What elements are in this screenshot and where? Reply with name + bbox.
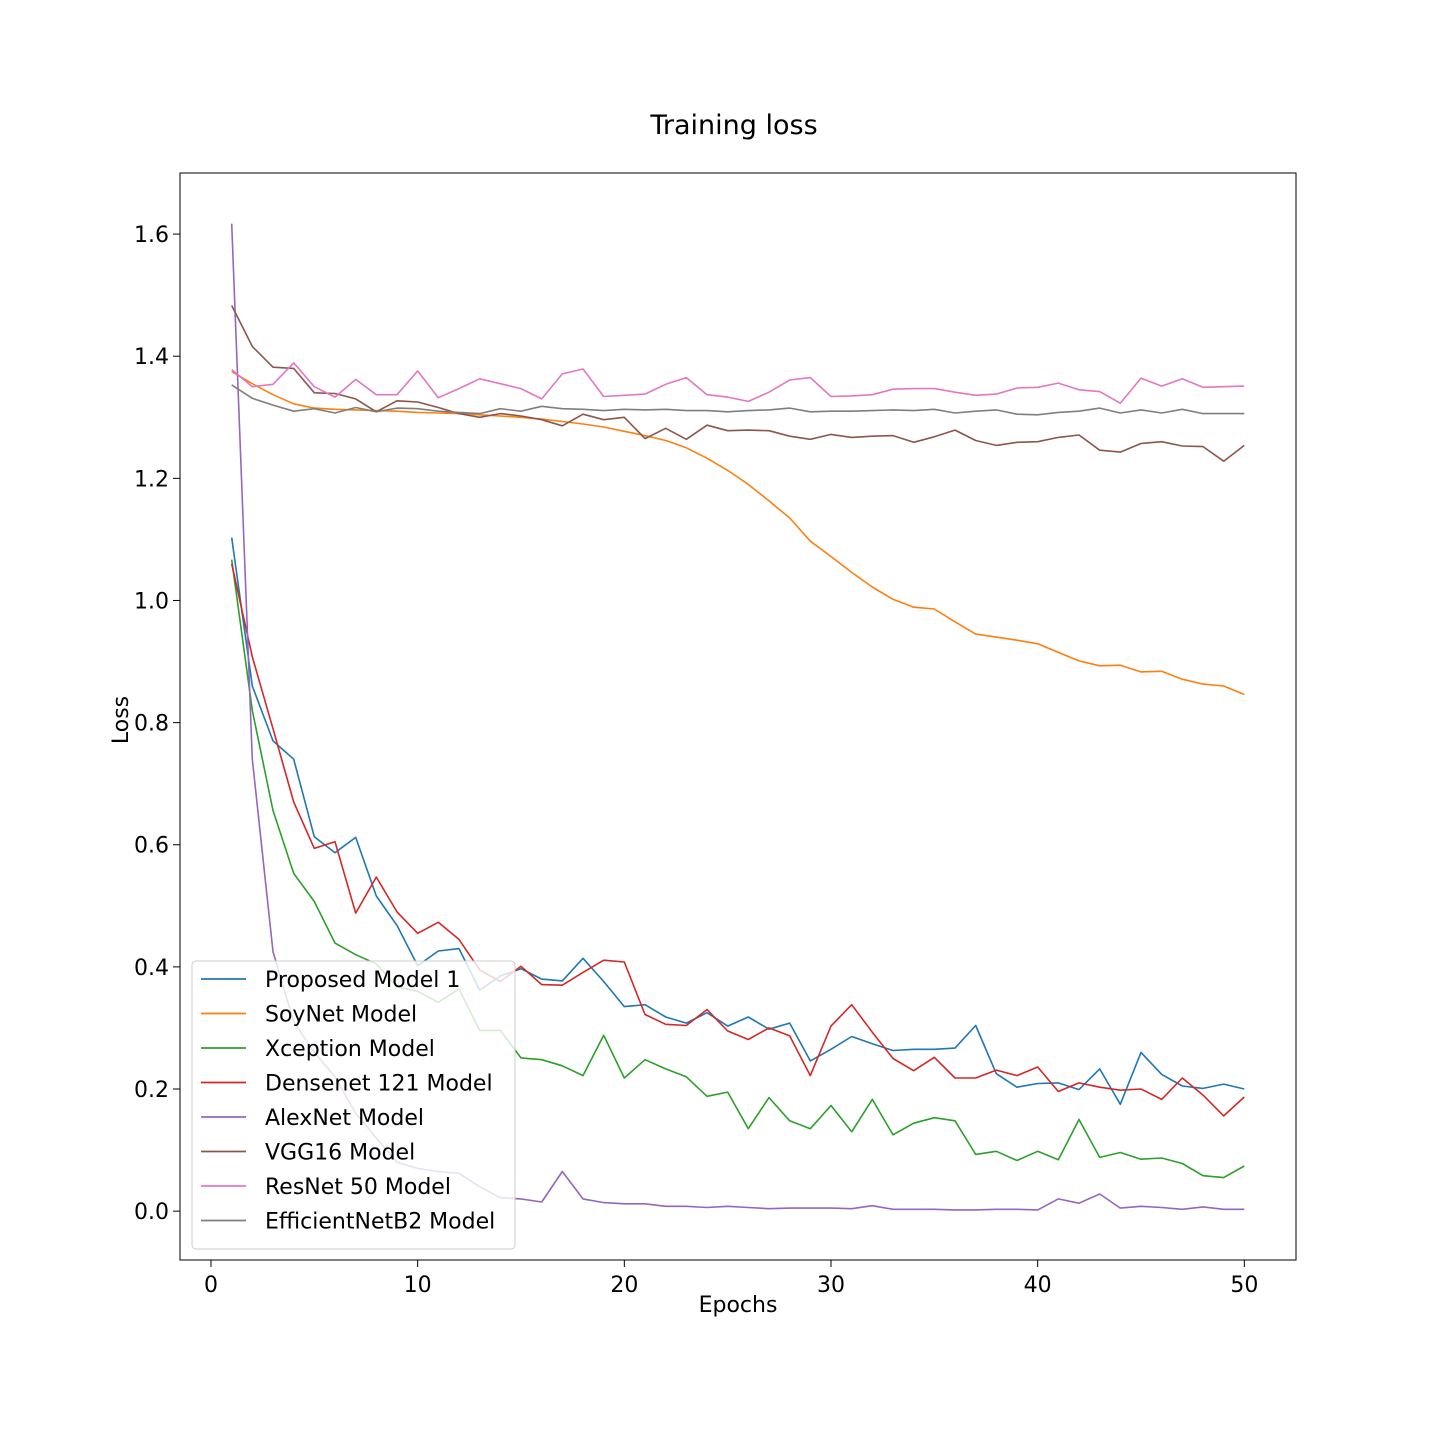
legend-label: VGG16 Model — [265, 1141, 415, 1166]
y-tick-label: 0.8 — [134, 712, 169, 737]
x-tick-label: 20 — [610, 1273, 638, 1298]
legend: Proposed Model 1 SoyNet Model Xception Mod… — [191, 960, 516, 1250]
series-line-6 — [230, 305, 1245, 463]
x-tick-label: 0 — [204, 1273, 218, 1298]
y-axis: 0.0 0.2 0.4 0.6 0.8 1.0 1.2 1.4 1.6 — [134, 223, 180, 1225]
plot-frame — [179, 172, 1297, 1261]
legend-label: EfficientNetB2 Model — [265, 1210, 495, 1235]
legend-box — [191, 960, 516, 1250]
y-tick-label: 1.4 — [134, 345, 169, 370]
series-line-4 — [230, 563, 1245, 1117]
legend-label: AlexNet Model — [265, 1106, 424, 1131]
x-axis: 0 10 20 30 40 50 — [204, 1260, 1258, 1298]
series-line-7 — [231, 362, 1245, 405]
x-axis-title: Epochs — [699, 1293, 778, 1318]
y-tick-label: 0.2 — [134, 1078, 169, 1103]
y-tick-label: 0.0 — [134, 1200, 169, 1225]
legend-label: ResNet 50 Model — [265, 1175, 451, 1200]
series-line-8 — [231, 384, 1245, 416]
y-tick-label: 1.0 — [134, 589, 169, 614]
legend-label: SoyNet Model — [265, 1003, 417, 1028]
x-tick-label: 10 — [404, 1273, 432, 1298]
x-tick-label: 40 — [1024, 1273, 1052, 1298]
y-tick-label: 0.4 — [134, 956, 169, 981]
chart-title: Training loss — [649, 110, 817, 141]
legend-label: Densenet 121 Model — [265, 1072, 493, 1097]
series-line-2 — [231, 370, 1245, 696]
x-tick-label: 50 — [1230, 1273, 1258, 1298]
y-tick-label: 0.6 — [134, 834, 169, 859]
legend-label: Xception Model — [265, 1037, 435, 1062]
x-tick-label: 30 — [817, 1273, 845, 1298]
series-line-1 — [230, 537, 1245, 1106]
y-tick-label: 1.6 — [134, 223, 169, 248]
legend-label: Proposed Model 1 — [265, 968, 460, 993]
y-tick-label: 1.2 — [134, 467, 169, 492]
y-axis-title: Loss — [109, 696, 134, 744]
